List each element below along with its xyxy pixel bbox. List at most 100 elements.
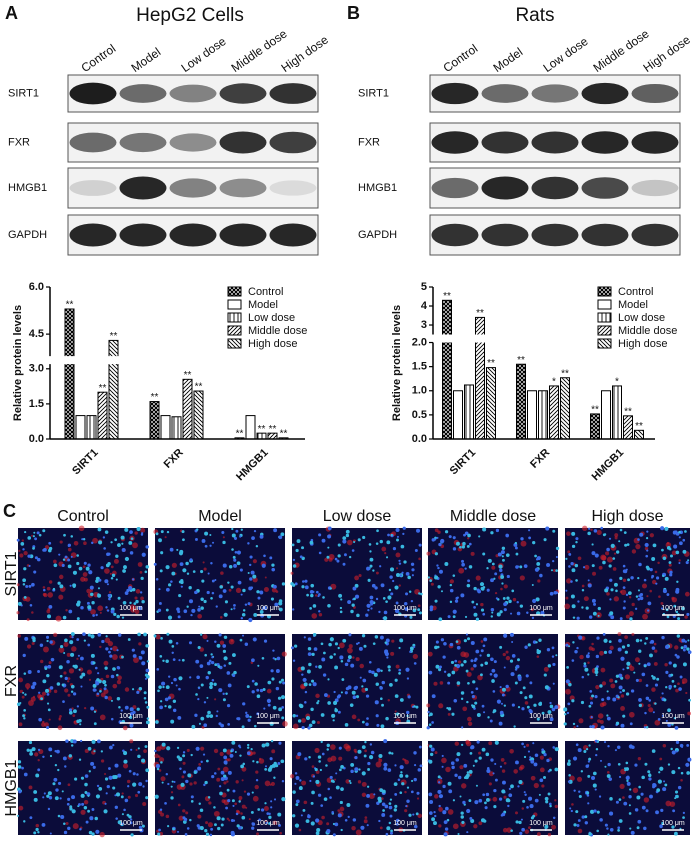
nucleus (475, 687, 479, 691)
nucleus (394, 608, 400, 613)
nucleus (97, 593, 100, 596)
red-signal (358, 573, 362, 578)
nucleus (307, 726, 311, 730)
red-signal (129, 739, 134, 744)
nucleus (447, 615, 451, 619)
nucleus (307, 652, 312, 657)
nucleus (136, 690, 140, 694)
nucleus (358, 768, 361, 771)
red-signal (539, 755, 544, 760)
nucleus (635, 595, 639, 598)
nucleus (639, 639, 643, 642)
column-label: High dose (591, 508, 663, 525)
nucleus (596, 829, 599, 833)
nucleus (190, 795, 194, 799)
nucleus (60, 645, 64, 649)
nucleus (18, 789, 22, 794)
nucleus (678, 687, 682, 691)
nucleus (511, 654, 516, 658)
nucleus (301, 725, 305, 730)
nucleus (539, 701, 542, 705)
nucleus (534, 554, 537, 558)
nucleus (572, 722, 576, 726)
nucleus (517, 785, 520, 788)
nucleus (628, 812, 632, 815)
nucleus (160, 761, 163, 764)
nucleus (510, 612, 513, 615)
nucleus (461, 559, 465, 563)
nucleus (399, 765, 404, 770)
nucleus (448, 535, 452, 539)
nucleus (395, 712, 400, 716)
nucleus (206, 696, 209, 699)
nucleus (237, 580, 242, 585)
red-signal (316, 721, 320, 725)
red-signal (53, 559, 57, 564)
nucleus (441, 754, 444, 758)
nucleus (453, 699, 458, 703)
nucleus (434, 645, 438, 650)
nucleus (666, 615, 670, 619)
nucleus (270, 669, 274, 673)
red-signal (181, 775, 185, 779)
nucleus (584, 667, 589, 672)
nucleus (274, 602, 279, 607)
red-signal (470, 551, 475, 556)
red-signal (551, 824, 557, 830)
nucleus (527, 750, 531, 753)
nucleus (186, 572, 190, 575)
nucleus (524, 645, 528, 649)
legend-label: High dose (248, 338, 298, 350)
red-signal (44, 545, 50, 550)
red-signal (165, 814, 170, 819)
nucleus (575, 579, 578, 582)
nucleus (197, 766, 202, 771)
nucleus (121, 548, 126, 553)
nucleus (145, 768, 150, 773)
nucleus (88, 830, 93, 835)
nucleus (637, 538, 640, 541)
nucleus (22, 714, 26, 718)
bar (442, 299, 452, 440)
nucleus (206, 590, 210, 595)
nucleus (327, 678, 330, 681)
nucleus (203, 723, 208, 728)
nucleus (88, 570, 93, 575)
nucleus (435, 664, 440, 669)
nucleus (91, 601, 95, 605)
nucleus (72, 709, 77, 714)
nucleus (638, 594, 642, 598)
nucleus (499, 686, 502, 689)
nucleus (236, 717, 239, 720)
red-signal (80, 809, 86, 815)
nucleus (608, 811, 614, 816)
nucleus (468, 799, 472, 802)
nucleus (211, 679, 215, 682)
nucleus (505, 553, 510, 557)
nucleus (158, 828, 161, 832)
red-signal (337, 809, 341, 812)
blot-band (581, 82, 629, 105)
nucleus (231, 548, 234, 551)
nucleus (594, 553, 599, 558)
nucleus (380, 583, 385, 588)
red-signal (245, 806, 248, 809)
red-signal (99, 611, 102, 614)
nucleus (591, 551, 596, 556)
nucleus (536, 717, 540, 721)
nucleus (594, 670, 599, 675)
nucleus (634, 607, 638, 610)
nucleus (65, 739, 69, 743)
nucleus (236, 824, 240, 828)
red-signal (651, 687, 656, 692)
nucleus (480, 608, 485, 612)
red-signal (241, 779, 244, 782)
nucleus (389, 567, 395, 572)
nucleus (685, 560, 689, 565)
nucleus (241, 815, 246, 820)
nucleus (32, 681, 37, 686)
red-signal (644, 546, 649, 551)
nucleus (427, 576, 431, 579)
nucleus (188, 586, 192, 590)
nucleus (568, 773, 571, 777)
